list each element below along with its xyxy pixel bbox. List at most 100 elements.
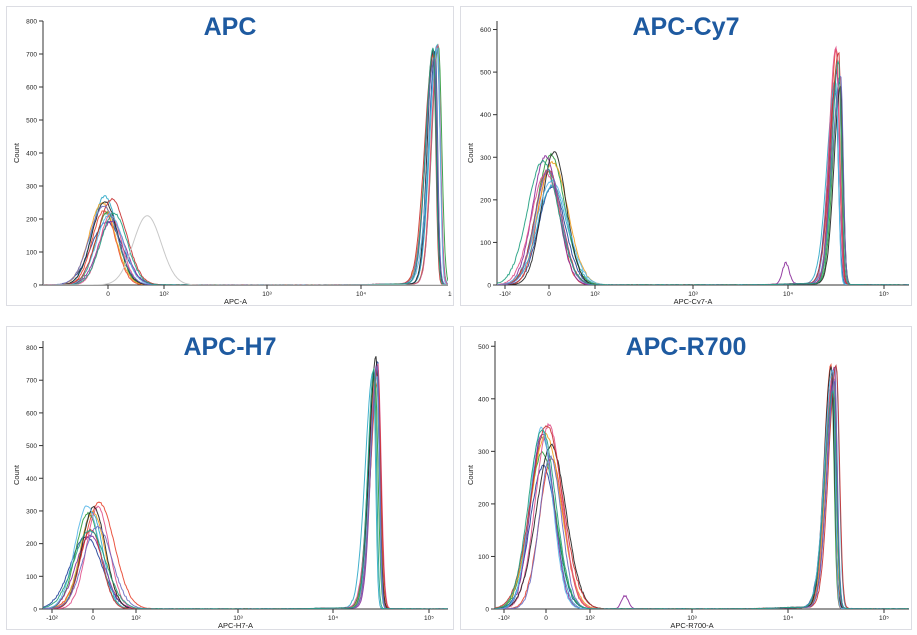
x-tick-label: 10⁵ [424, 615, 434, 622]
y-tick-label: 600 [26, 410, 37, 417]
series-line [497, 48, 909, 285]
y-tick-label: 200 [478, 501, 489, 508]
y-tick-label: 100 [26, 574, 37, 581]
series-line [497, 78, 909, 285]
y-tick-label: 0 [487, 283, 491, 290]
series-line [43, 52, 448, 285]
series-line [495, 368, 909, 609]
x-axis-label: APC-Cy7-A [674, 297, 713, 304]
y-tick-label: 100 [26, 250, 37, 257]
y-tick-label: 700 [26, 378, 37, 385]
series-line [495, 364, 909, 609]
series-group [495, 362, 909, 609]
series-line [43, 50, 448, 285]
y-tick-label: 400 [480, 112, 491, 119]
series-line [43, 363, 448, 609]
series-line [43, 53, 448, 285]
series-line [497, 45, 909, 285]
series-line [495, 364, 909, 609]
y-tick-label: 100 [478, 554, 489, 561]
panel-apc-cy7: 0 100 200 300 400 500 600 -10² 0 10² 10³ 10⁴ 10⁵ APC-… [460, 6, 912, 306]
y-axis-label: Count [466, 142, 475, 163]
x-tick-label: 10⁴ [783, 615, 793, 622]
series-line [43, 51, 448, 285]
y-axis-label: Count [12, 142, 21, 163]
series-line [495, 375, 909, 609]
series-line [43, 43, 448, 285]
series-line [497, 51, 909, 285]
series-line [495, 374, 909, 609]
series-line [43, 47, 448, 285]
series-line [43, 43, 448, 285]
chart-title: APC-R700 [625, 333, 747, 361]
series-line [43, 375, 448, 609]
y-tick-label: 500 [26, 443, 37, 450]
x-tick-label: 10² [131, 615, 141, 622]
series-line [497, 80, 909, 285]
y-tick-label: 0 [485, 607, 489, 614]
panel-apc: 0 100 200 300 400 500 600 700 800 0 10² 10³ 10⁴ 10⁵ AP… [6, 6, 454, 306]
series-line [43, 360, 448, 609]
x-tick-label: 0 [91, 615, 95, 622]
y-tick-label: 400 [26, 151, 37, 158]
y-tick-label: 0 [33, 283, 37, 290]
y-tick-label: 300 [26, 184, 37, 191]
x-tick-label: 10² [585, 615, 595, 622]
series-group [497, 45, 909, 285]
panel-apc-r700: 0 100 200 300 400 500 -10² 0 10² 10³ 10⁴ 10⁵ APC-R70… [460, 326, 912, 630]
series-line [495, 362, 909, 609]
faint-series-line [43, 215, 448, 285]
x-axis-label: APC-A [224, 297, 247, 304]
y-tick-label: 0 [33, 607, 37, 614]
y-axis-label: Count [466, 464, 475, 485]
chart-apc-cy7: 0 100 200 300 400 500 600 -10² 0 10² 10³ 10⁴ 10⁵ APC-… [466, 21, 909, 304]
x-tick-label: 0 [547, 291, 551, 298]
series-line [495, 376, 909, 609]
y-tick-label: 100 [480, 240, 491, 247]
series-line [497, 70, 909, 285]
series-line [43, 364, 448, 609]
y-tick-label: 500 [26, 118, 37, 125]
x-tick-label: 10³ [233, 615, 243, 622]
y-axis-label: Count [12, 464, 21, 485]
x-tick-label: 10⁴ [783, 291, 793, 298]
series-line [43, 52, 448, 285]
series-line [495, 379, 909, 609]
y-tick-label: 500 [478, 344, 489, 351]
chart-apc: 0 100 200 300 400 500 600 700 800 0 10² 10³ 10⁴ 10⁵ AP… [12, 19, 452, 305]
x-tick-label: 10⁵ [448, 291, 452, 298]
x-tick-label: 10⁵ [879, 615, 889, 622]
series-line [497, 75, 909, 285]
series-group [43, 43, 448, 285]
x-tick-label: -10² [498, 615, 510, 622]
x-tick-label: 10³ [262, 291, 272, 298]
x-tick-label: 10⁵ [879, 291, 889, 298]
series-line [497, 87, 909, 285]
x-axis-label: APC-H7-A [218, 621, 253, 628]
y-tick-label: 300 [478, 449, 489, 456]
y-tick-label: 600 [26, 85, 37, 92]
series-line [495, 366, 909, 609]
series-line [497, 90, 909, 285]
y-tick-label: 200 [26, 541, 37, 548]
chart-title: APC [203, 13, 257, 41]
y-tick-label: 800 [26, 19, 37, 26]
series-line [43, 365, 448, 609]
x-tick-label: 10⁴ [356, 291, 366, 298]
x-tick-label: -10² [46, 615, 58, 622]
y-tick-label: 200 [480, 197, 491, 204]
chart-apc-h7: 0 100 200 300 400 500 600 700 800 -10² 0 10² 10³ 10⁴ 1… [12, 341, 448, 628]
chart-apc-r700: 0 100 200 300 400 500 -10² 0 10² 10³ 10⁴ 10⁵ APC-R70… [466, 341, 909, 628]
series-line [43, 43, 448, 285]
y-tick-label: 500 [480, 70, 491, 77]
series-line [43, 369, 448, 609]
chart-title: APC-H7 [183, 333, 277, 361]
x-tick-label: 10³ [687, 615, 697, 622]
panel-apc-h7: 0 100 200 300 400 500 600 700 800 -10² 0 10² 10³ 10⁴ 1… [6, 326, 454, 630]
y-tick-label: 800 [26, 345, 37, 352]
series-line [497, 59, 909, 285]
y-tick-label: 400 [478, 396, 489, 403]
series-line [43, 47, 448, 285]
series-group [43, 356, 448, 609]
y-tick-label: 400 [26, 476, 37, 483]
